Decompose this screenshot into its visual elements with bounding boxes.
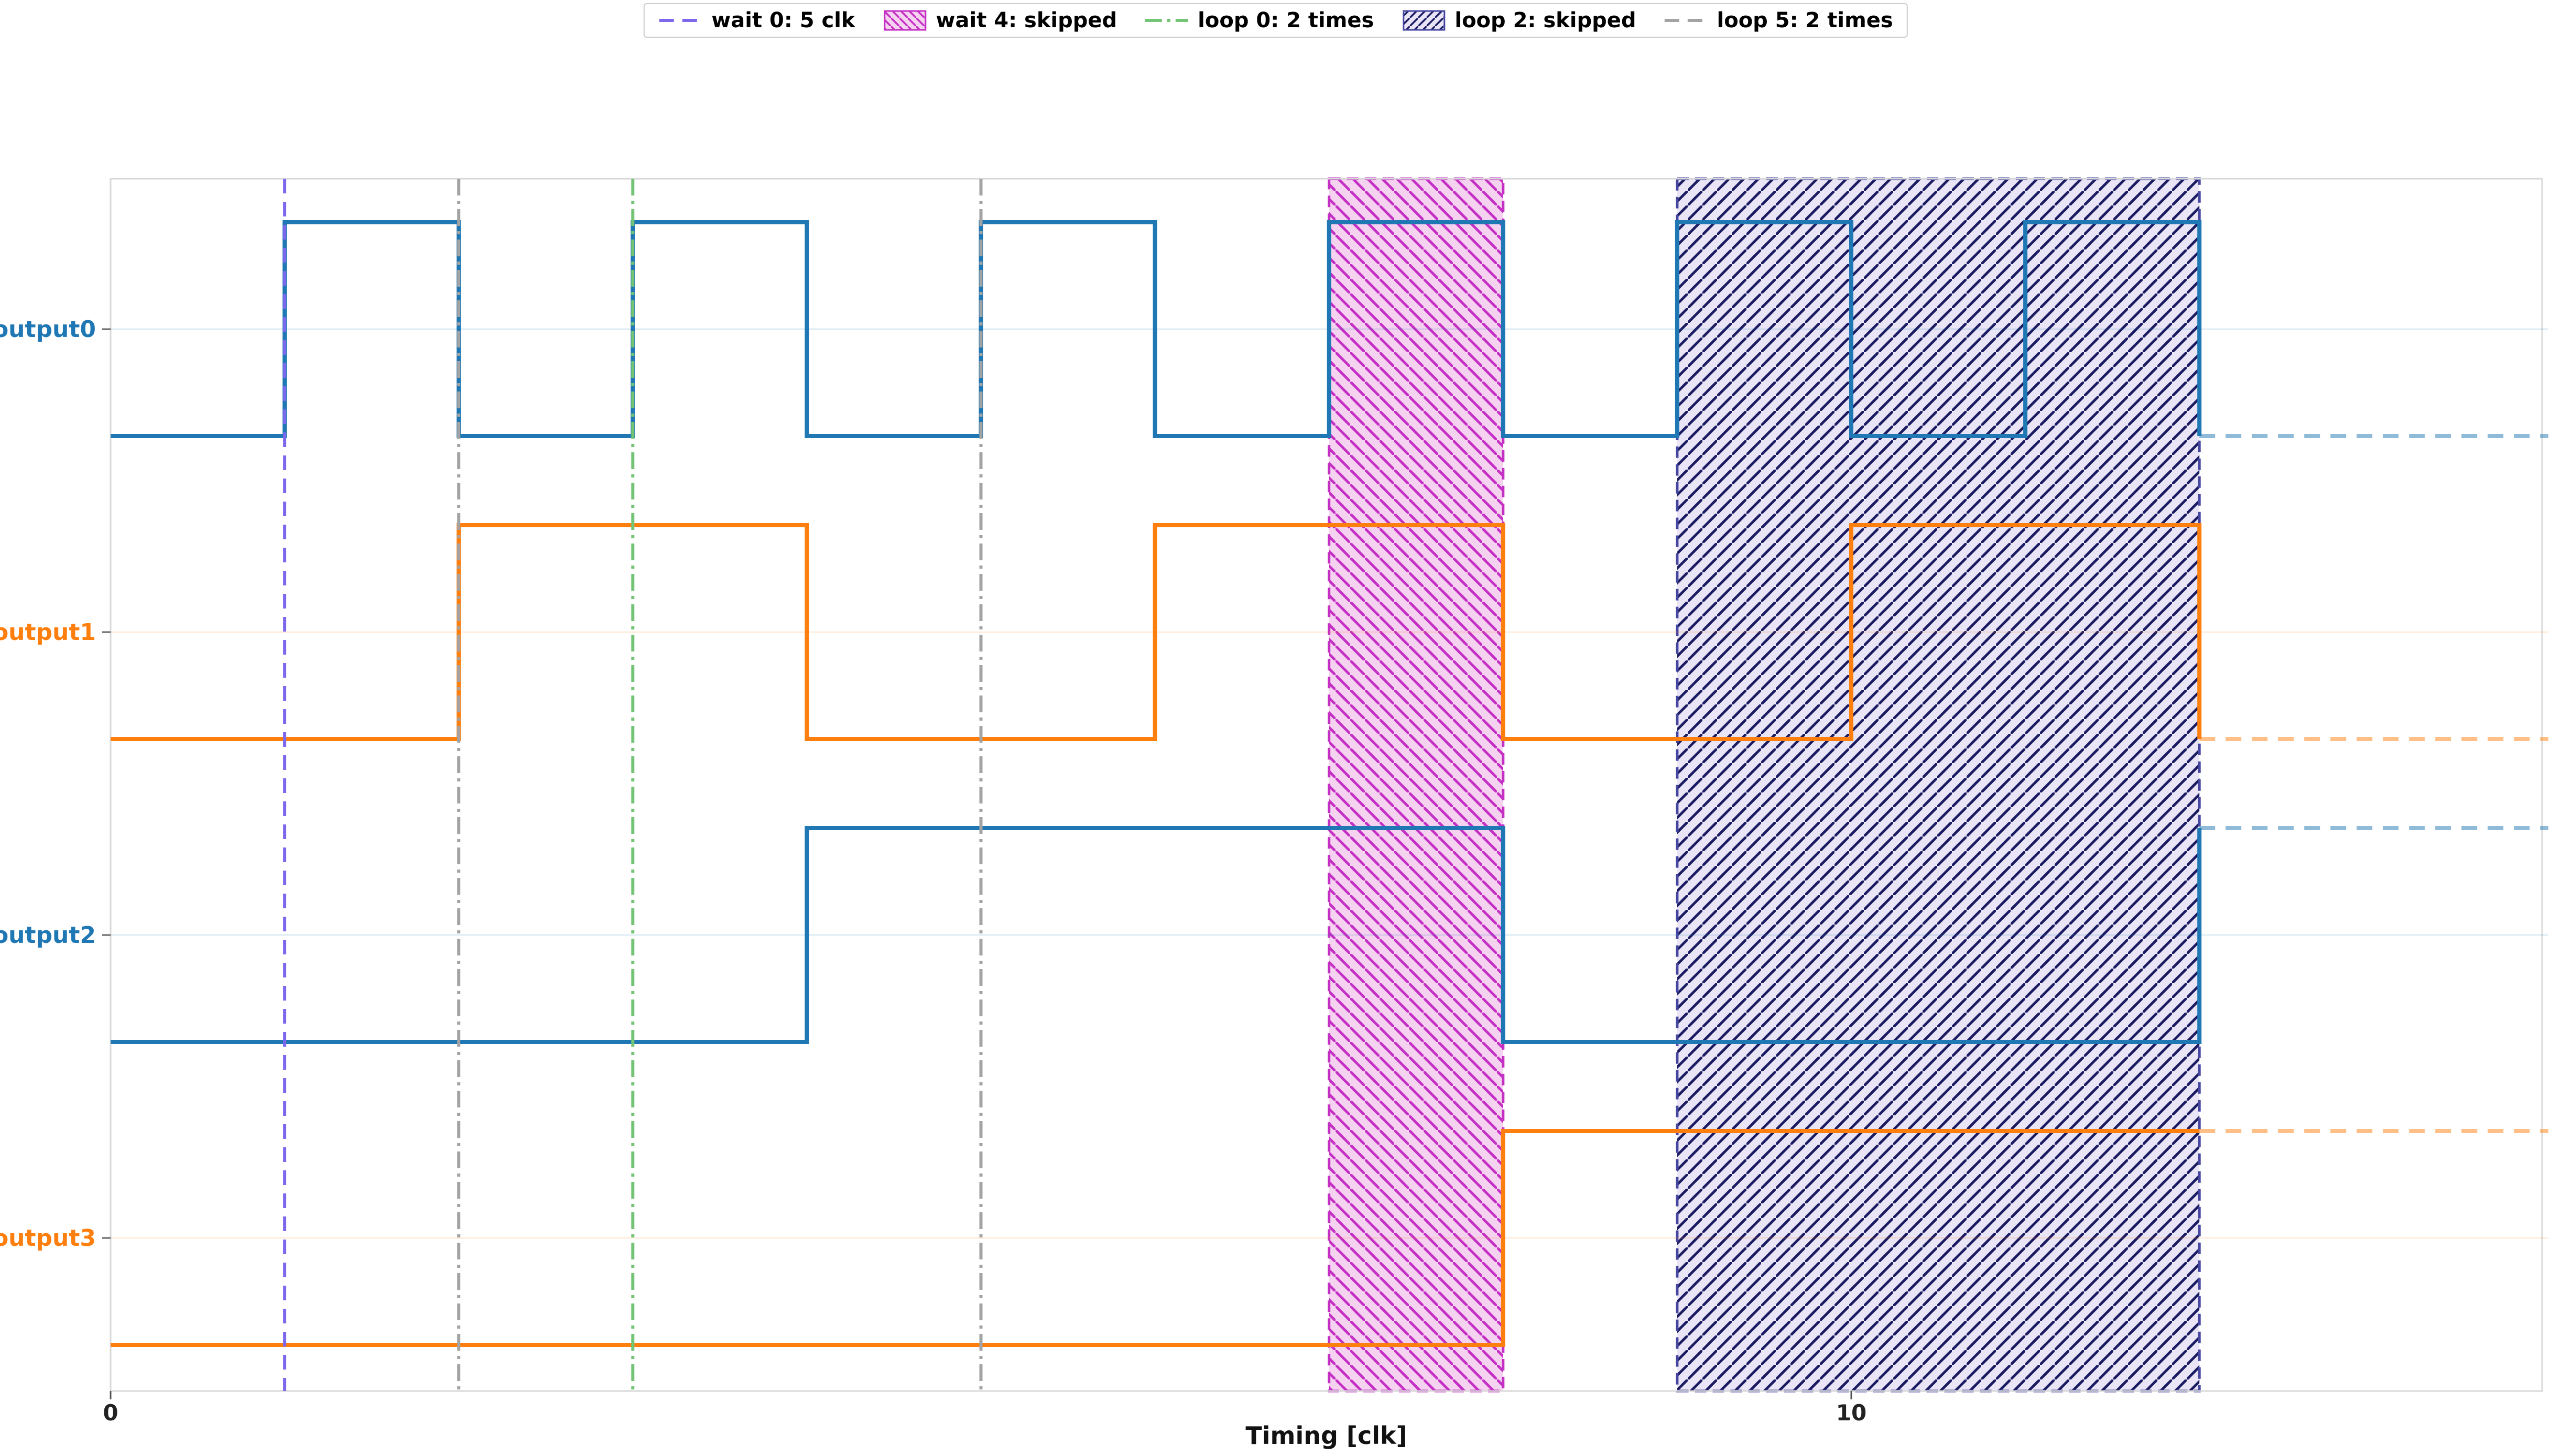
legend-line-sample-icon — [1145, 19, 1189, 22]
legend-item-0: wait 0: 5 clk — [658, 8, 855, 32]
region-0-border — [1328, 177, 1505, 1393]
waveform-output3 — [111, 1129, 2200, 1347]
ytick-label-output0: output0 — [0, 316, 96, 343]
xtick-label-10: 10 — [1836, 1400, 1866, 1426]
legend-label-1: wait 4: skipped — [936, 8, 1117, 32]
waveform-output2 — [111, 826, 2202, 1044]
plot-frame — [110, 178, 2543, 1392]
legend-item-1: wait 4: skipped — [883, 8, 1117, 32]
legend-label-3: loop 2: skipped — [1454, 8, 1636, 32]
legend-hatch-sample-icon — [884, 10, 927, 31]
legend-line-sample-icon — [659, 19, 702, 22]
ytick-label-output2: output2 — [0, 922, 96, 949]
legend-item-4: loop 5: 2 times — [1664, 8, 1893, 32]
ytick-label-output3: output3 — [0, 1225, 96, 1252]
legend-label-4: loop 5: 2 times — [1717, 8, 1893, 32]
legend-label-2: loop 0: 2 times — [1198, 8, 1374, 32]
legend: wait 0: 5 clk wait 4: skipped loop 0: 2 ti… — [643, 3, 1908, 38]
legend-label-0: wait 0: 5 clk — [711, 8, 855, 32]
legend-item-3: loop 2: skipped — [1401, 8, 1636, 32]
legend-line-sample-icon — [1664, 19, 1708, 22]
xtick-label-0: 0 — [103, 1400, 118, 1426]
legend-hatch-sample-icon — [1402, 10, 1445, 31]
region-1-border — [1676, 177, 2201, 1393]
region-1-hatch — [1677, 179, 2200, 1391]
region-0-hatch — [1329, 179, 1503, 1391]
legend-item-2: loop 0: 2 times — [1144, 8, 1374, 32]
ytick-label-output1: output1 — [0, 619, 96, 646]
x-axis-label: Timing [clk] — [1245, 1421, 1407, 1450]
